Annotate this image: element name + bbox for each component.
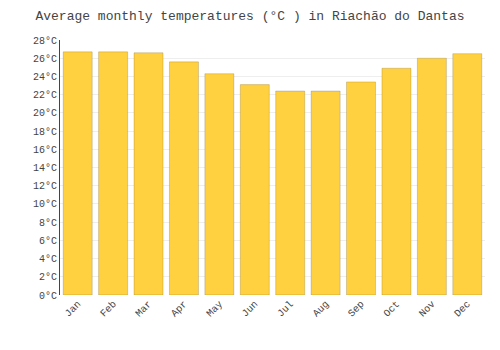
- svg-text:Jul: Jul: [275, 299, 296, 320]
- svg-text:22°C: 22°C: [33, 90, 57, 101]
- svg-text:Nov: Nov: [417, 299, 438, 320]
- svg-text:Oct: Oct: [382, 299, 403, 320]
- svg-text:Apr: Apr: [169, 299, 190, 320]
- svg-text:18°C: 18°C: [33, 127, 57, 138]
- svg-text:16°C: 16°C: [33, 145, 57, 156]
- svg-text:12°C: 12°C: [33, 181, 57, 192]
- svg-text:28°C: 28°C: [33, 36, 57, 47]
- svg-text:Mar: Mar: [134, 299, 155, 320]
- svg-text:Average monthly temperatures (: Average monthly temperatures (°C ) in Ri…: [35, 9, 464, 24]
- svg-text:6°C: 6°C: [39, 236, 57, 247]
- svg-text:0°C: 0°C: [39, 291, 57, 302]
- svg-text:Jan: Jan: [63, 299, 84, 320]
- svg-text:May: May: [205, 299, 226, 320]
- svg-text:Dec: Dec: [452, 299, 473, 320]
- svg-text:2°C: 2°C: [39, 272, 57, 283]
- svg-text:20°C: 20°C: [33, 108, 57, 119]
- svg-text:Sep: Sep: [346, 299, 367, 320]
- svg-text:26°C: 26°C: [33, 54, 57, 65]
- svg-text:24°C: 24°C: [33, 72, 57, 83]
- svg-text:14°C: 14°C: [33, 163, 57, 174]
- svg-text:Aug: Aug: [311, 299, 332, 320]
- svg-text:8°C: 8°C: [39, 218, 57, 229]
- svg-text:4°C: 4°C: [39, 254, 57, 265]
- svg-text:10°C: 10°C: [33, 199, 57, 210]
- svg-text:Jun: Jun: [240, 299, 261, 320]
- svg-text:Feb: Feb: [98, 299, 119, 320]
